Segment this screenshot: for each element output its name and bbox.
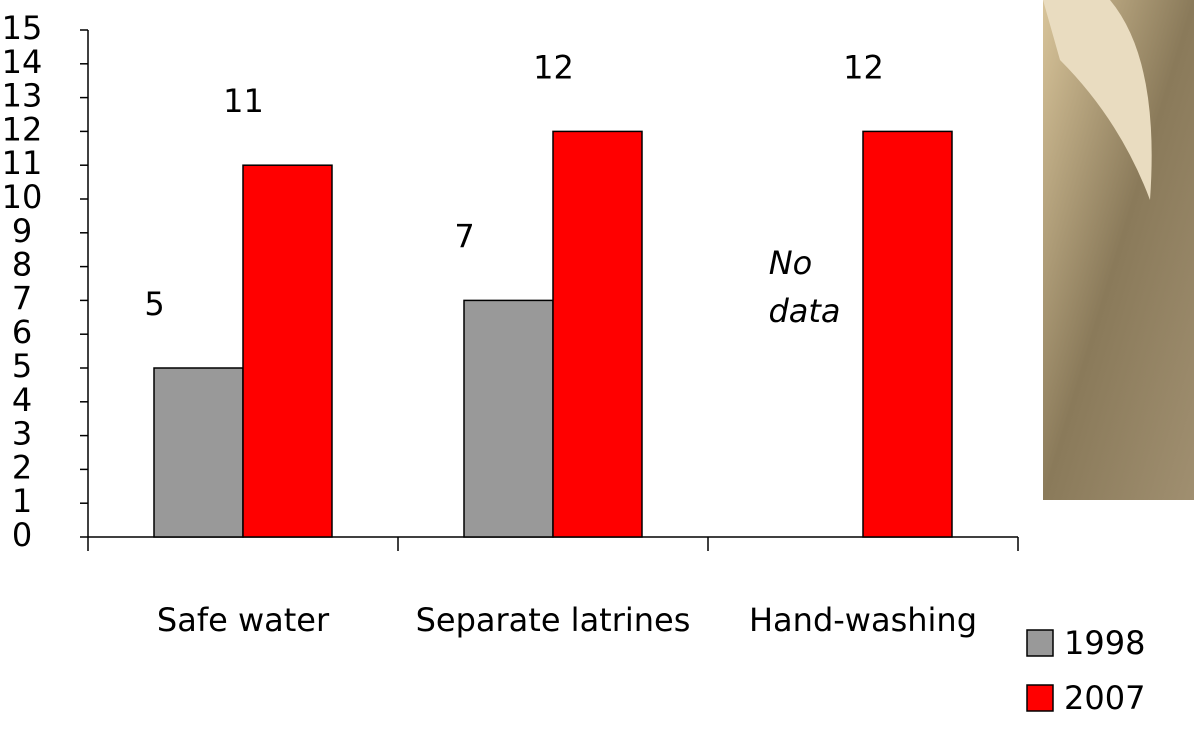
value-label: 12 (533, 48, 574, 86)
y-tick-label: 9 (12, 212, 32, 250)
bar (242, 164, 333, 538)
annotation: No (769, 244, 813, 282)
y-tick-label: 7 (12, 279, 32, 317)
legend-swatch (1026, 629, 1054, 657)
legend-swatch (1026, 684, 1054, 712)
bar (552, 130, 643, 538)
y-tick-label: 1 (12, 482, 32, 520)
y-tick-label: 5 (12, 347, 32, 385)
bar (153, 367, 244, 538)
photo-detail (1043, 0, 1152, 200)
legend-label: 1998 (1064, 624, 1145, 662)
value-label: 5 (144, 285, 164, 323)
y-tick-label: 0 (12, 516, 32, 554)
x-tick-label: Separate latrines (415, 601, 691, 639)
value-label: 12 (843, 48, 884, 86)
x-tick-label: Safe water (156, 601, 330, 639)
y-tick-label: 13 (2, 77, 43, 115)
value-label: 11 (223, 82, 264, 120)
y-tick-label: 8 (12, 246, 32, 284)
bar (463, 299, 554, 538)
y-tick-label: 2 (12, 448, 32, 486)
y-tick-label: 6 (12, 313, 32, 351)
value-label: 7 (454, 217, 474, 255)
y-tick-label: 12 (2, 110, 43, 148)
y-tick-label: 3 (12, 415, 32, 453)
y-tick-label: 4 (12, 381, 32, 419)
legend-label: 2007 (1064, 679, 1145, 717)
bar (862, 130, 953, 538)
y-tick-label: 10 (2, 178, 43, 216)
y-tick-label: 15 (2, 9, 43, 47)
y-tick-label: 11 (2, 144, 43, 182)
annotation: data (768, 292, 840, 330)
x-tick-label: Hand-washing (748, 601, 978, 639)
y-tick-label: 14 (2, 43, 43, 81)
